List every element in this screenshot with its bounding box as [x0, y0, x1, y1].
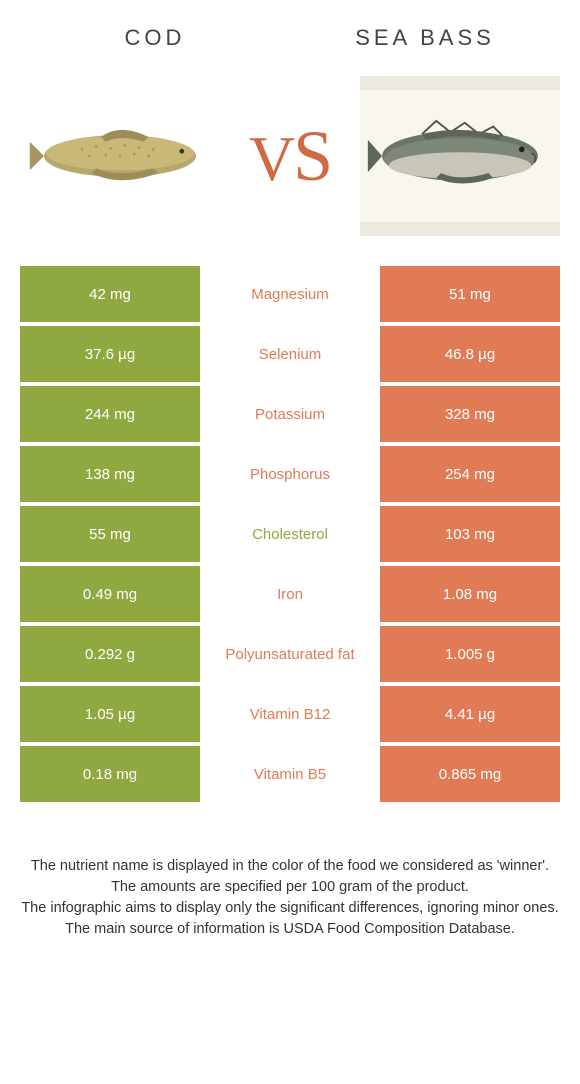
nutrient-label: Vitamin B5 [200, 746, 380, 802]
right-value: 103 mg [380, 506, 560, 562]
right-value: 1.08 mg [380, 566, 560, 622]
nutrient-label: Phosphorus [200, 446, 380, 502]
left-value: 42 mg [20, 266, 200, 322]
images-row: VS [0, 66, 580, 266]
nutrient-label: Potassium [200, 386, 380, 442]
seabass-image [360, 76, 560, 236]
left-value: 55 mg [20, 506, 200, 562]
right-value: 46.8 µg [380, 326, 560, 382]
footer-notes: The nutrient name is displayed in the co… [0, 806, 580, 960]
footer-line: The infographic aims to display only the… [20, 898, 560, 919]
right-value: 0.865 mg [380, 746, 560, 802]
right-value: 51 mg [380, 266, 560, 322]
cod-image [20, 76, 220, 236]
right-value: 1.005 g [380, 626, 560, 682]
header: COD SEA BASS [0, 0, 580, 66]
table-row: 0.18 mgVitamin B50.865 mg [20, 746, 560, 802]
table-row: 0.49 mgIron1.08 mg [20, 566, 560, 622]
vs-label: VS [249, 115, 331, 198]
nutrient-label: Polyunsaturated fat [200, 626, 380, 682]
cod-fish-icon [25, 111, 215, 201]
nutrient-label: Selenium [200, 326, 380, 382]
table-row: 244 mgPotassium328 mg [20, 386, 560, 442]
nutrient-label: Iron [200, 566, 380, 622]
table-row: 0.292 gPolyunsaturated fat1.005 g [20, 626, 560, 682]
nutrient-label: Cholesterol [200, 506, 380, 562]
nutrient-label: Magnesium [200, 266, 380, 322]
right-value: 328 mg [380, 386, 560, 442]
table-row: 1.05 µgVitamin B124.41 µg [20, 686, 560, 742]
left-value: 0.18 mg [20, 746, 200, 802]
left-value: 0.292 g [20, 626, 200, 682]
footer-line: The main source of information is USDA F… [20, 919, 560, 940]
table-row: 138 mgPhosphorus254 mg [20, 446, 560, 502]
right-value: 4.41 µg [380, 686, 560, 742]
left-value: 138 mg [20, 446, 200, 502]
table-row: 37.6 µgSelenium46.8 µg [20, 326, 560, 382]
comparison-table: 42 mgMagnesium51 mg37.6 µgSelenium46.8 µ… [0, 266, 580, 802]
footer-line: The amounts are specified per 100 gram o… [20, 877, 560, 898]
seabass-fish-icon [365, 111, 555, 201]
footer-line: The nutrient name is displayed in the co… [20, 856, 560, 877]
table-row: 55 mgCholesterol103 mg [20, 506, 560, 562]
left-value: 0.49 mg [20, 566, 200, 622]
left-value: 244 mg [20, 386, 200, 442]
right-value: 254 mg [380, 446, 560, 502]
left-food-title: COD [20, 25, 290, 51]
left-value: 1.05 µg [20, 686, 200, 742]
table-row: 42 mgMagnesium51 mg [20, 266, 560, 322]
right-food-title: SEA BASS [290, 25, 560, 51]
nutrient-label: Vitamin B12 [200, 686, 380, 742]
left-value: 37.6 µg [20, 326, 200, 382]
